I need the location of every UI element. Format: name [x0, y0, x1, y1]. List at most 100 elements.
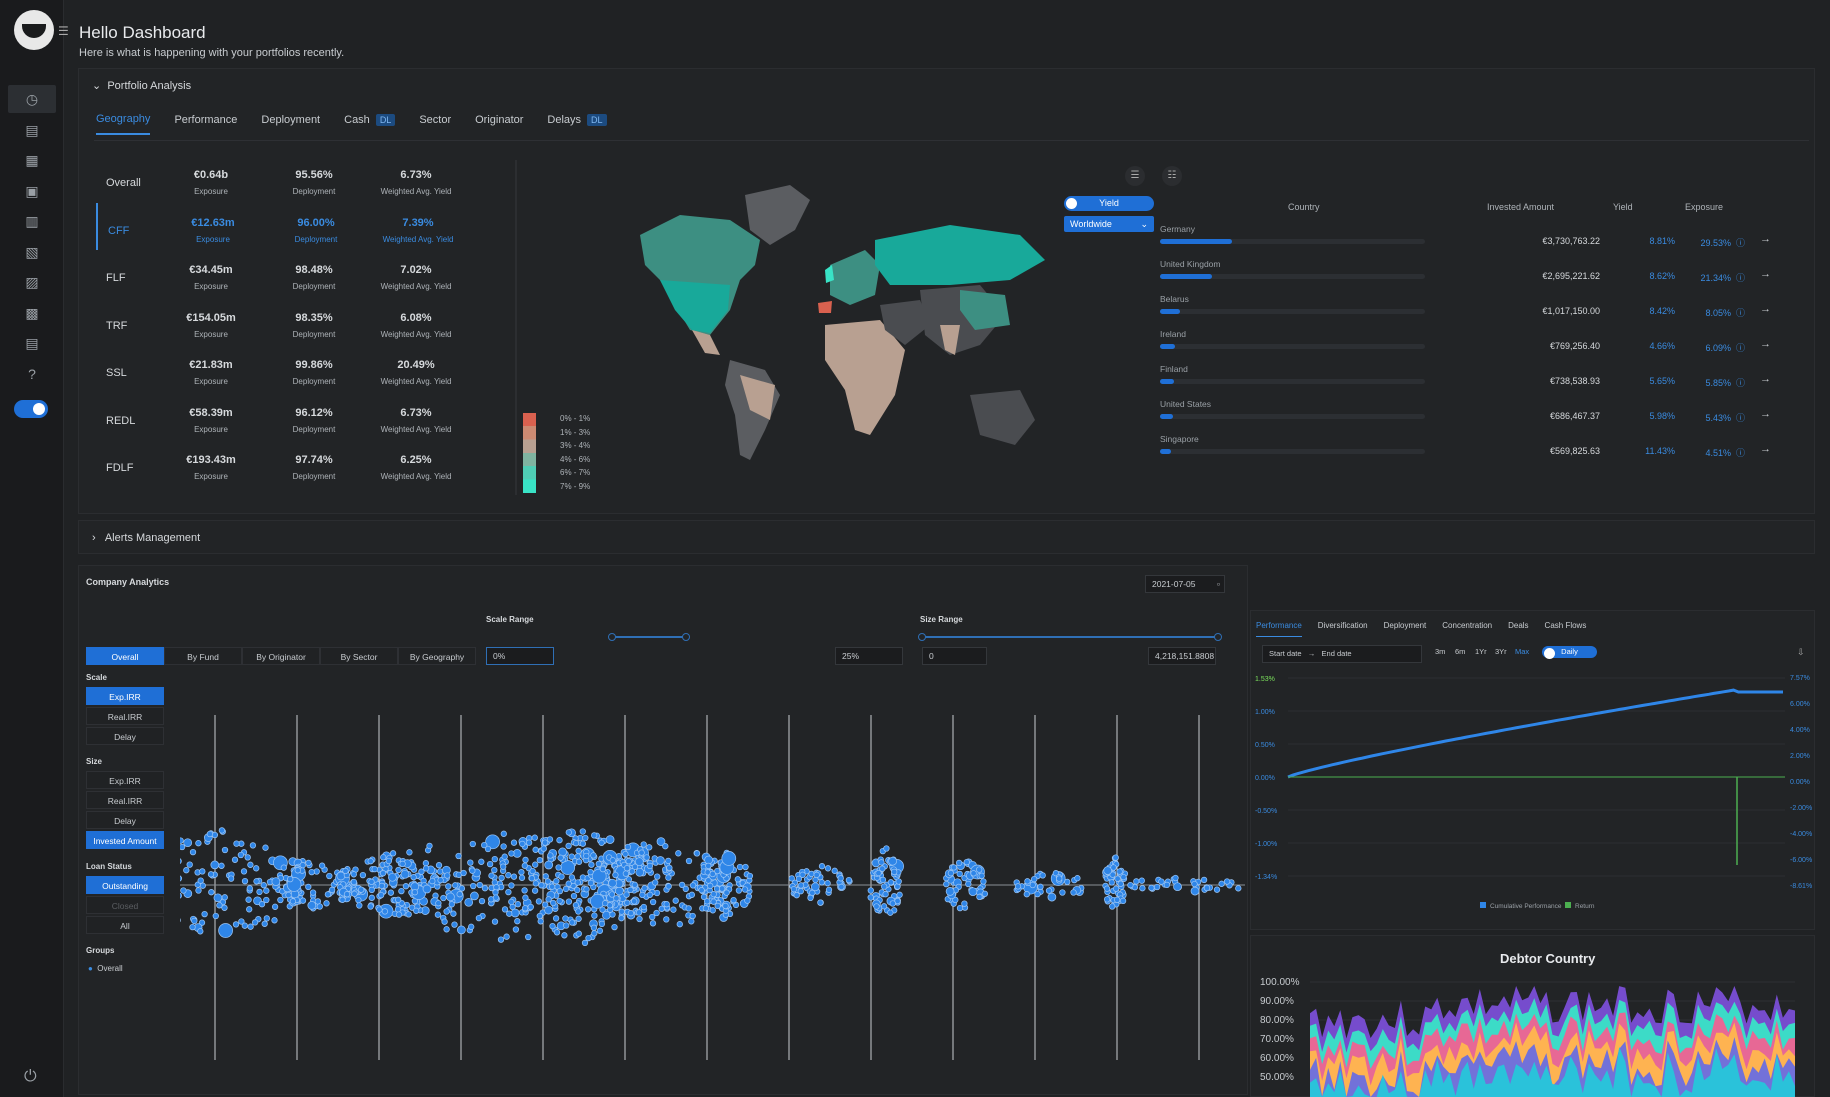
- fund-row[interactable]: REDL €58.39m Exposure 96.12% Deployment 6.73%…: [96, 393, 516, 441]
- wallet-icon[interactable]: ▤: [25, 121, 39, 138]
- perf-tab-concentration[interactable]: Concentration: [1442, 621, 1493, 630]
- info-icon[interactable]: ⓘ: [1735, 238, 1745, 248]
- search-doc-icon[interactable]: ▧: [25, 243, 39, 260]
- arrow-right-icon[interactable]: →: [1760, 303, 1771, 315]
- view-tab-by-sector[interactable]: By Sector: [320, 647, 398, 665]
- size-option[interactable]: Exp.IRR: [86, 771, 164, 789]
- tab-geography[interactable]: Geography: [96, 113, 151, 135]
- power-icon[interactable]: ⏻: [24, 1068, 37, 1085]
- scale-range-slider[interactable]: [608, 633, 690, 641]
- scale-option[interactable]: Real.IRR: [86, 707, 164, 725]
- clipboard-icon[interactable]: ▣: [25, 182, 39, 199]
- scale-min-input[interactable]: 0%: [486, 647, 554, 665]
- arrow-right-icon[interactable]: →: [1760, 443, 1771, 455]
- date-range-input[interactable]: Start date → End date: [1262, 645, 1422, 663]
- help-icon[interactable]: ?: [28, 366, 36, 382]
- yield-toggle[interactable]: Yield: [1064, 196, 1154, 211]
- tab-delays[interactable]: Delays DL: [547, 113, 607, 135]
- size-max-input[interactable]: 4,218,151.8808: [1148, 647, 1216, 665]
- scroll-divider[interactable]: [515, 160, 517, 495]
- fund-row[interactable]: CFF €12.63m Exposure 96.00% Deployment 7.39% W…: [96, 202, 516, 250]
- range-6m[interactable]: 6m: [1455, 647, 1466, 656]
- download-icon[interactable]: ⇩: [1797, 647, 1805, 657]
- scale-option[interactable]: Delay: [86, 727, 164, 745]
- view-tab-overall[interactable]: Overall: [86, 647, 164, 665]
- perf-tab-deployment[interactable]: Deployment: [1383, 621, 1427, 630]
- view-tab-by-originator[interactable]: By Originator: [242, 647, 320, 665]
- tab-originator[interactable]: Originator: [475, 113, 523, 135]
- bar-chart-icon[interactable]: ▨: [25, 273, 39, 290]
- arrow-right-icon[interactable]: →: [1760, 373, 1771, 385]
- date-input[interactable]: 2021-07-05 ▫: [1145, 575, 1225, 593]
- collapse-sidebar-icon[interactable]: ☰: [58, 24, 69, 38]
- arrow-right-icon[interactable]: →: [1760, 408, 1771, 420]
- slider-knob[interactable]: [918, 633, 926, 641]
- fund-row[interactable]: TRF €154.05m Exposure 98.35% Deployment 6.08%…: [96, 298, 516, 346]
- country-row[interactable]: Finland €738,538.93 5.65% 5.85% ⓘ →: [1160, 364, 1780, 399]
- info-icon[interactable]: ⓘ: [1735, 273, 1745, 283]
- scale-max-input[interactable]: 25%: [835, 647, 903, 665]
- theme-toggle[interactable]: [14, 400, 48, 418]
- alerts-panel[interactable]: [78, 520, 1815, 554]
- country-row[interactable]: Germany €3,730,763.22 8.81% 29.53% ⓘ →: [1160, 224, 1780, 259]
- building-icon[interactable]: ▥: [25, 212, 39, 229]
- range-1yr[interactable]: 1Yr: [1475, 647, 1487, 656]
- world-map[interactable]: [620, 185, 1060, 475]
- size-option[interactable]: Real.IRR: [86, 791, 164, 809]
- list-icon[interactable]: ▦: [25, 151, 39, 168]
- fund-row[interactable]: FLF €34.45m Exposure 98.48% Deployment 7.02% W…: [96, 250, 516, 298]
- arrow-right-icon[interactable]: →: [1760, 268, 1771, 280]
- fund-row[interactable]: Overall €0.64b Exposure 95.56% Deployment 6.7…: [96, 155, 516, 203]
- country-row[interactable]: Ireland €769,256.40 4.66% 6.09% ⓘ →: [1160, 329, 1780, 364]
- range-3yr[interactable]: 3Yr: [1495, 647, 1507, 656]
- slider-knob[interactable]: [608, 633, 616, 641]
- info-icon[interactable]: ⓘ: [1735, 308, 1745, 318]
- perf-tab-deals[interactable]: Deals: [1508, 621, 1529, 630]
- beeswarm-chart[interactable]: [180, 700, 1245, 1070]
- performance-chart[interactable]: 1.53% 1.00% 0.50% 0.00% -0.50% -1.00% -1.34% 7.…: [1255, 670, 1815, 910]
- table-view-icon[interactable]: ☷: [1162, 166, 1182, 186]
- fund-row[interactable]: SSL €21.83m Exposure 99.86% Deployment 20.49%…: [96, 345, 516, 393]
- arrow-right-icon[interactable]: →: [1760, 338, 1771, 350]
- info-icon[interactable]: ⓘ: [1735, 378, 1745, 388]
- alerts-section-header[interactable]: › Alerts Management: [92, 532, 200, 544]
- perf-tab-cash-flows[interactable]: Cash Flows: [1544, 621, 1587, 630]
- perf-tab-performance[interactable]: Performance: [1256, 621, 1302, 637]
- country-row[interactable]: Singapore €569,825.63 11.43% 4.51% ⓘ →: [1160, 434, 1780, 469]
- view-tab-by-fund[interactable]: By Fund: [164, 647, 242, 665]
- view-tab-by-geography[interactable]: By Geography: [398, 647, 476, 665]
- slider-knob[interactable]: [682, 633, 690, 641]
- range-max[interactable]: Max: [1515, 647, 1530, 656]
- fund-row[interactable]: FDLF €193.43m Exposure 97.74% Deployment 6.25…: [96, 440, 516, 488]
- tab-deployment[interactable]: Deployment: [261, 113, 320, 135]
- logo[interactable]: [14, 10, 54, 50]
- loan-status-option[interactable]: All: [86, 916, 164, 934]
- daily-toggle[interactable]: Daily: [1542, 646, 1597, 659]
- country-row[interactable]: United Kingdom €2,695,221.62 8.62% 21.34% ⓘ →: [1160, 259, 1780, 294]
- size-option[interactable]: Delay: [86, 811, 164, 829]
- range-3m[interactable]: 3m: [1435, 647, 1446, 656]
- info-icon[interactable]: ⓘ: [1735, 448, 1745, 458]
- region-select[interactable]: Worldwide ⌄: [1064, 216, 1154, 232]
- arrow-right-icon[interactable]: →: [1760, 233, 1771, 245]
- perf-tab-diversification[interactable]: Diversification: [1317, 621, 1368, 630]
- tab-performance[interactable]: Performance: [174, 113, 237, 135]
- list-view-icon[interactable]: ☰: [1125, 166, 1145, 186]
- debtor-chart[interactable]: 100.00% 90.00% 80.00% 70.00% 60.00% 50.00%: [1255, 970, 1815, 1097]
- tab-cash[interactable]: Cash DL: [344, 113, 396, 135]
- size-min-input[interactable]: 0: [922, 647, 987, 665]
- tab-sector[interactable]: Sector: [419, 113, 451, 135]
- portfolio-section-header[interactable]: ⌄ Portfolio Analysis: [92, 79, 191, 92]
- loan-status-option[interactable]: Closed: [86, 896, 164, 914]
- slider-knob[interactable]: [1214, 633, 1222, 641]
- loan-status-option[interactable]: Outstanding: [86, 876, 164, 894]
- info-icon[interactable]: ⓘ: [1735, 413, 1745, 423]
- size-option[interactable]: Invested Amount: [86, 831, 164, 849]
- speedometer-icon[interactable]: ◷: [8, 85, 56, 113]
- table-icon[interactable]: ▩: [25, 304, 39, 321]
- scale-option[interactable]: Exp.IRR: [86, 687, 164, 705]
- country-row[interactable]: United States €686,467.37 5.98% 5.43% ⓘ →: [1160, 399, 1780, 434]
- info-icon[interactable]: ⓘ: [1735, 343, 1745, 353]
- country-row[interactable]: Belarus €1,017,150.00 8.42% 8.05% ⓘ →: [1160, 294, 1780, 329]
- group-item[interactable]: ● Overall: [88, 964, 123, 973]
